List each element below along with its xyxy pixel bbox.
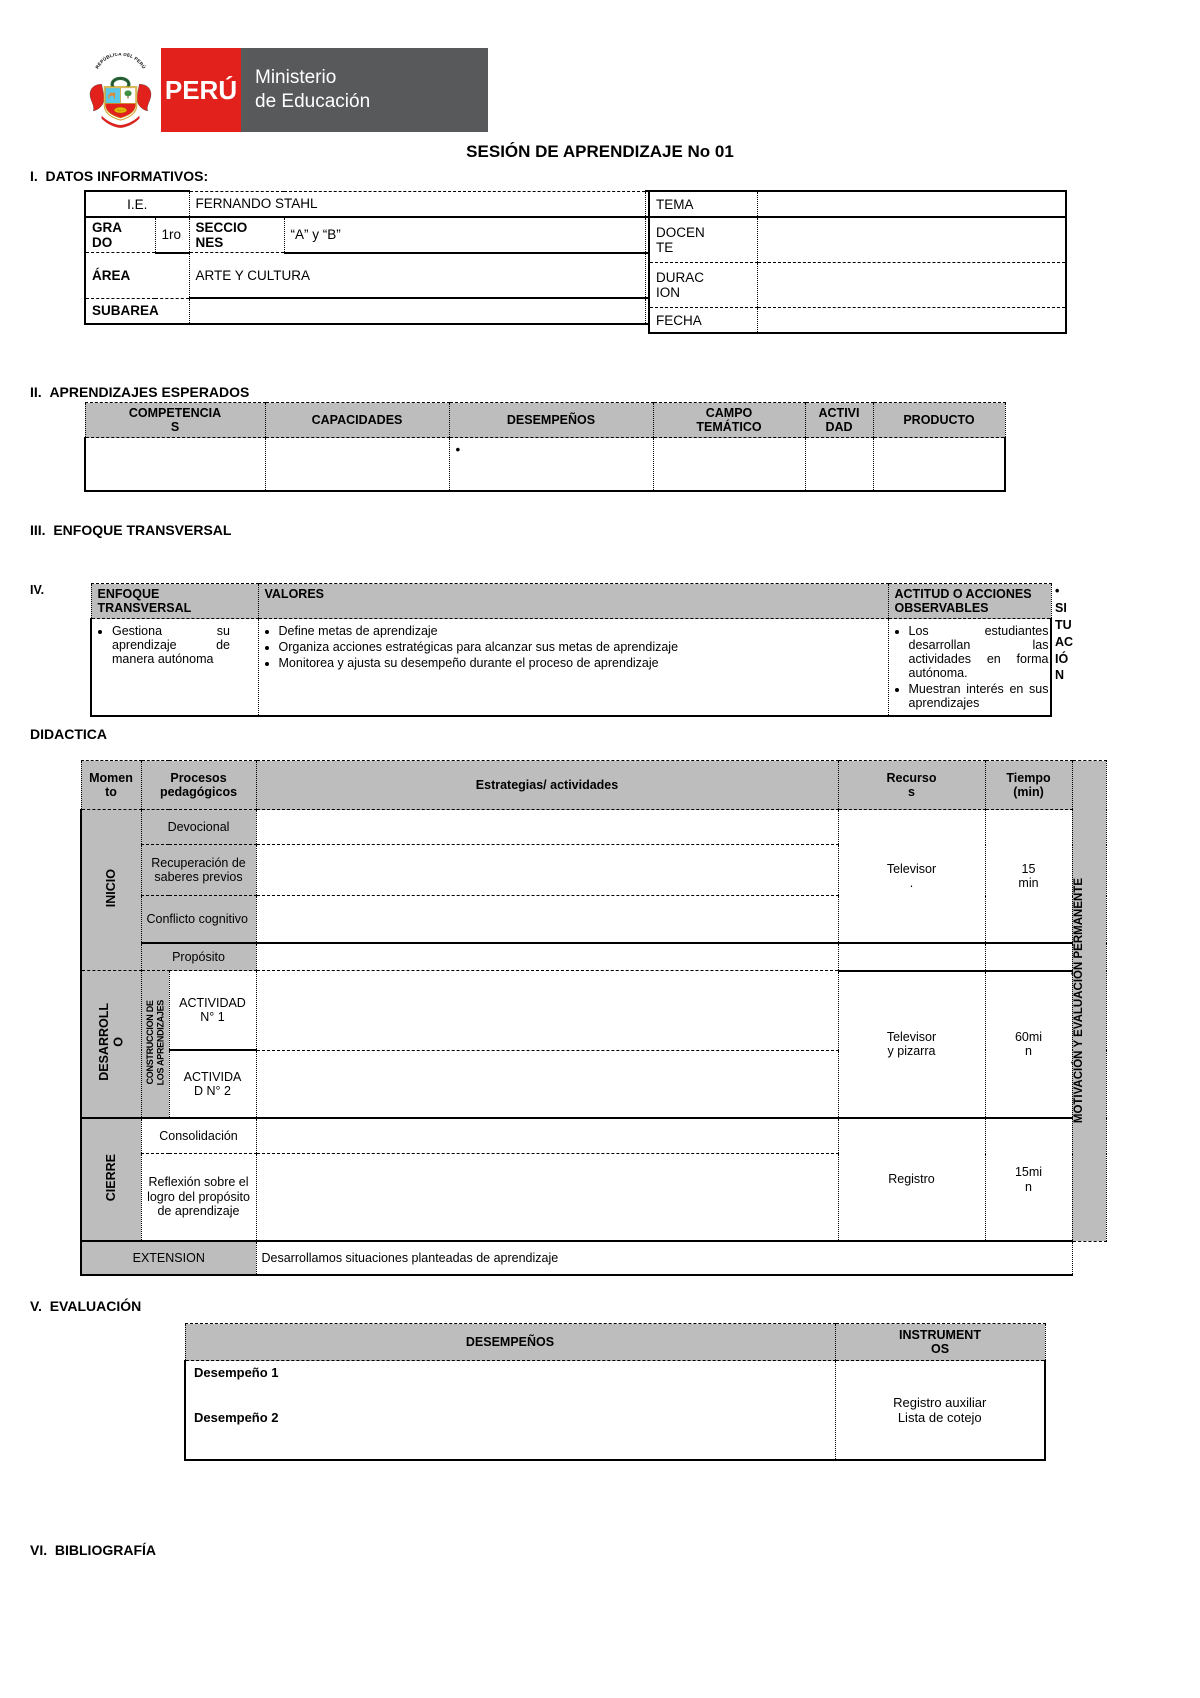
svg-text:REPÚBLICA DEL PERÚ: REPÚBLICA DEL PERÚ (94, 53, 147, 70)
